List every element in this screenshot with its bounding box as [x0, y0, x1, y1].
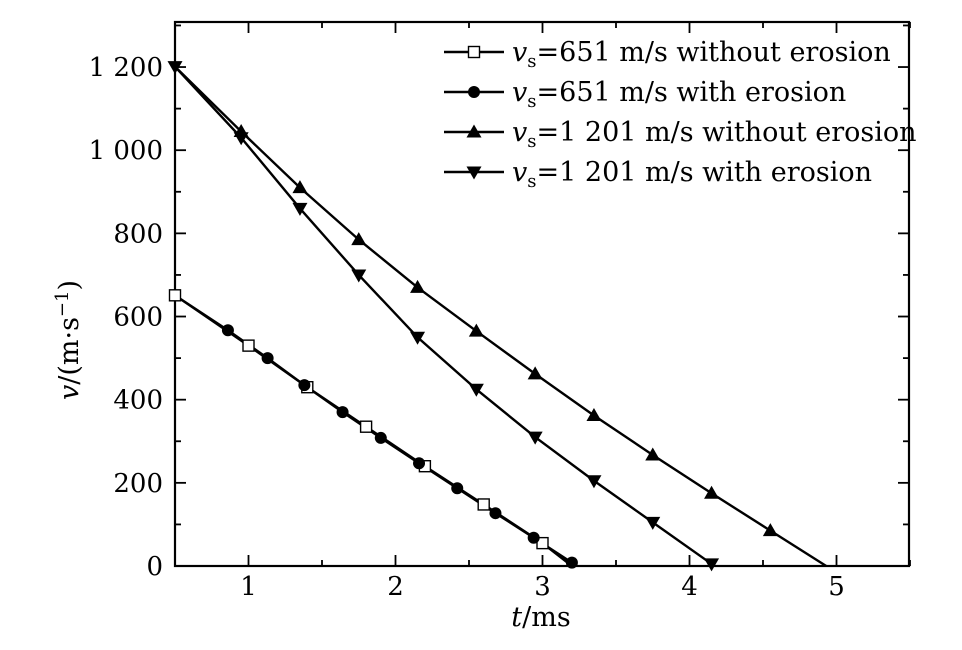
y-tick-label: 1 000 — [89, 136, 163, 166]
series-2-marker — [374, 431, 387, 444]
series-1-marker — [359, 420, 373, 433]
legend-marker-1 — [467, 45, 481, 59]
series-4-marker — [586, 475, 602, 489]
series-3-marker — [527, 366, 543, 380]
y-tick-label: 200 — [113, 469, 163, 499]
series-3-marker — [586, 407, 602, 421]
legend-label-4: vs=1 201 m/s with erosion — [512, 157, 872, 192]
series-2-marker — [413, 457, 426, 470]
series-4-marker — [410, 331, 426, 345]
series-4-marker — [704, 558, 720, 572]
x-tick-label: 5 — [828, 572, 845, 602]
series-4-marker — [527, 431, 543, 445]
legend-marker-3 — [466, 124, 482, 138]
y-tick-label: 600 — [113, 303, 163, 333]
series-3-marker — [410, 279, 426, 293]
series-1-marker — [168, 289, 182, 302]
series-2-marker — [336, 406, 349, 419]
series-2-marker — [261, 352, 274, 365]
series-4-marker — [167, 61, 183, 75]
series-1-marker — [536, 536, 549, 550]
series-4-marker — [645, 516, 661, 530]
y-tick-label: 1 200 — [89, 53, 163, 83]
legend-label-1: vs=651 m/s without erosion — [512, 37, 891, 72]
series-2-marker — [489, 507, 502, 520]
axis-ticks: 1 2 3 4 5 0 200 400 600 800 1 000 1 200 — [89, 22, 911, 602]
legend-marker-2 — [468, 86, 480, 98]
series-2-marker — [221, 324, 234, 337]
series-3-marker — [762, 523, 778, 537]
series-2-marker — [298, 379, 311, 392]
series-3-marker — [468, 323, 484, 337]
series-1-marker — [242, 339, 255, 352]
series-4-marker — [351, 269, 367, 283]
axis-labels: t/ms v/(m·s−1) — [52, 280, 571, 633]
legend-label-2: vs=651 m/s with erosion — [512, 77, 846, 112]
series-markers — [167, 61, 778, 572]
y-tick-label: 0 — [146, 552, 163, 582]
x-tick-label: 3 — [534, 572, 551, 602]
series-2-marker — [565, 556, 578, 569]
y-tick-label: 400 — [113, 386, 163, 416]
x-tick-label: 2 — [387, 572, 404, 602]
y-tick-label: 800 — [113, 219, 163, 249]
series-2-marker — [527, 531, 540, 544]
series-4-marker — [468, 383, 484, 397]
legend-marker-4 — [466, 166, 482, 180]
series-3-marker — [704, 485, 720, 499]
series-4-marker — [292, 202, 308, 216]
x-tick-label: 1 — [240, 572, 257, 602]
x-axis-label: t/ms — [511, 602, 570, 633]
series-4-marker — [233, 132, 249, 146]
series-2-marker — [451, 482, 464, 495]
legend-label-3: vs=1 201 m/s without erosion — [512, 117, 917, 152]
series-line-4 — [174, 65, 713, 565]
series-3-marker — [292, 180, 308, 194]
legend: vs=651 m/s without erosion vs=651 m/s wit… — [444, 37, 917, 192]
x-tick-label: 4 — [681, 572, 698, 602]
series-3-marker — [351, 232, 367, 246]
series-3-marker — [645, 447, 661, 461]
series-1-marker — [477, 498, 490, 511]
y-axis-label: v/(m·s−1) — [52, 280, 85, 400]
series-line-3 — [174, 65, 827, 568]
